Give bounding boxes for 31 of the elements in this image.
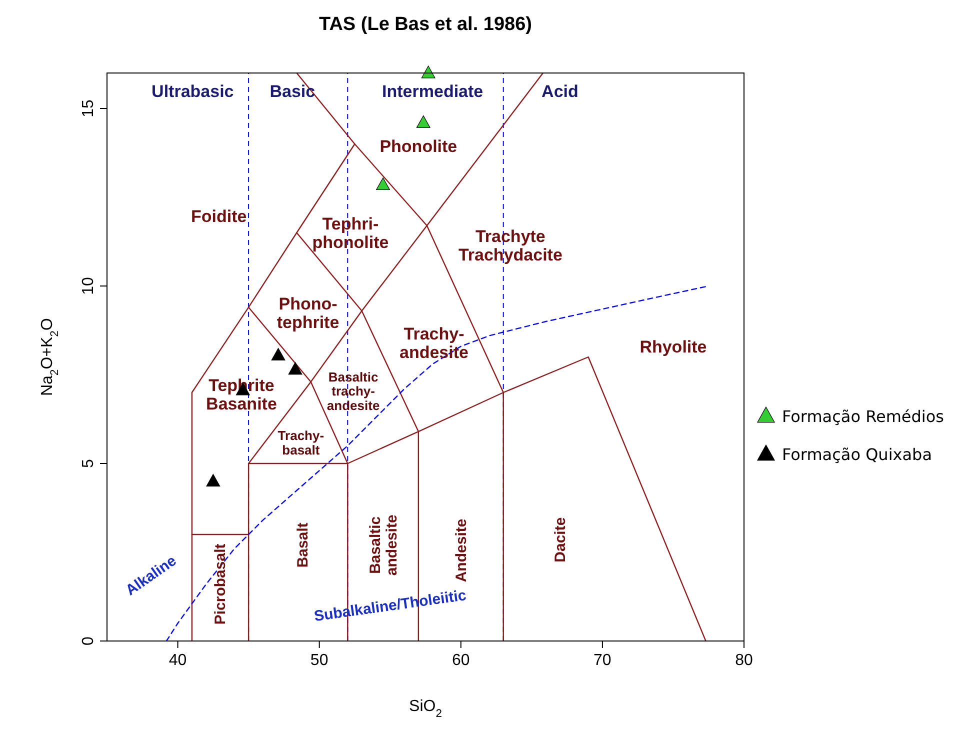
x-tick-label: 80 — [735, 652, 753, 669]
chart-title: TAS (Le Bas et al. 1986) — [319, 14, 532, 35]
y-tick-label: 15 — [80, 100, 97, 118]
annotation: Phonolite — [380, 136, 458, 156]
annotation: Basalt — [294, 522, 311, 568]
annotation: Dacite — [551, 517, 568, 562]
annotation: Picrobasalt — [212, 544, 229, 625]
x-tick-label: 50 — [310, 652, 328, 669]
annotation: Tephrite Basanite — [206, 375, 277, 414]
annotation: Basaltic trachy- andesite — [326, 368, 380, 413]
legend-label: Formação Remédios — [782, 407, 944, 426]
y-tick-label: 10 — [80, 277, 97, 295]
annotation: Trachy- basalt — [278, 428, 324, 457]
annotation: Trachyte Trachydacite — [458, 226, 562, 264]
annotation: Andesite — [452, 518, 470, 582]
x-axis-title: SiO$_{2}$ — [409, 698, 442, 720]
legend-label: Formação Quixaba — [782, 445, 932, 464]
annotation: Ultrabasic — [152, 81, 234, 100]
x-tick-label: 60 — [452, 652, 470, 669]
x-tick-label: 70 — [594, 652, 612, 669]
y-tick-label: 5 — [80, 458, 97, 468]
annotation: Intermediate — [382, 81, 484, 100]
annotation: Tephri- phonolite — [312, 214, 389, 252]
annotation: Rhyolite — [640, 336, 707, 356]
x-tick-label: 40 — [168, 652, 187, 669]
annotation: Trachy- andesite — [400, 324, 468, 362]
annotation: Phono- tephrite — [276, 294, 340, 332]
y-tick-label: 0 — [80, 636, 97, 646]
annotation: Basaltic andesite — [366, 514, 400, 576]
annotation: Foidite — [190, 206, 247, 226]
annotation: Acid — [542, 81, 578, 100]
